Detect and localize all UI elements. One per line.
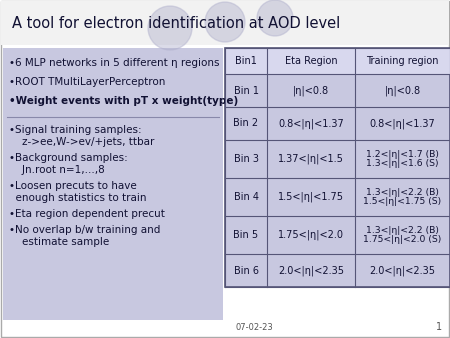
Text: Bin 6: Bin 6 — [234, 266, 258, 275]
Text: Bin 4: Bin 4 — [234, 192, 258, 202]
Text: Bin 1: Bin 1 — [234, 86, 258, 96]
Circle shape — [257, 0, 293, 36]
Text: enough statistics to train: enough statistics to train — [9, 193, 147, 203]
Text: |η|<0.8: |η|<0.8 — [293, 85, 329, 96]
Text: •Loosen precuts to have: •Loosen precuts to have — [9, 181, 137, 191]
Text: 1.5<|η|<1.75: 1.5<|η|<1.75 — [278, 192, 344, 202]
Text: Bin 3: Bin 3 — [234, 154, 258, 164]
Text: •Weight events with pT x weight(type): •Weight events with pT x weight(type) — [9, 96, 238, 106]
Text: z->ee,W->ev/+jets, ttbar: z->ee,W->ev/+jets, ttbar — [9, 137, 154, 147]
Text: 2.0<|η|<2.35: 2.0<|η|<2.35 — [278, 265, 344, 276]
Text: 1.5<|η|<1.75 (S): 1.5<|η|<1.75 (S) — [364, 197, 441, 206]
Text: 1.2<|η|<1.7 (B): 1.2<|η|<1.7 (B) — [366, 150, 439, 159]
Text: Bin 5: Bin 5 — [234, 230, 259, 240]
Text: 1.37<|η|<1.5: 1.37<|η|<1.5 — [278, 154, 344, 164]
Text: •No overlap b/w training and: •No overlap b/w training and — [9, 225, 160, 235]
Text: •ROOT TMultiLayerPerceptron: •ROOT TMultiLayerPerceptron — [9, 77, 166, 87]
Text: •Eta region dependent precut: •Eta region dependent precut — [9, 209, 165, 219]
Text: 07-02-23: 07-02-23 — [235, 323, 273, 332]
Text: 0.8<|η|<1.37: 0.8<|η|<1.37 — [278, 118, 344, 129]
Text: A tool for electron identification at AOD level: A tool for electron identification at AO… — [12, 17, 340, 31]
Text: Bin1: Bin1 — [235, 56, 257, 66]
Text: 1: 1 — [436, 322, 442, 332]
Text: 2.0<|η|<2.35: 2.0<|η|<2.35 — [369, 265, 436, 276]
Text: Eta Region: Eta Region — [285, 56, 338, 66]
Bar — [225, 48, 450, 287]
Circle shape — [148, 6, 192, 50]
Text: estimate sample: estimate sample — [9, 237, 109, 247]
Text: 1.3<|η|<2.2 (B): 1.3<|η|<2.2 (B) — [366, 188, 439, 197]
Text: 1.75<|η|<2.0 (S): 1.75<|η|<2.0 (S) — [364, 235, 441, 244]
Circle shape — [205, 2, 245, 42]
Text: •Signal training samples:: •Signal training samples: — [9, 125, 142, 135]
Text: 0.8<|η|<1.37: 0.8<|η|<1.37 — [369, 118, 436, 129]
Bar — [3, 48, 223, 320]
Bar — [3, 320, 223, 336]
Text: Bin 2: Bin 2 — [234, 119, 259, 128]
Bar — [225, 48, 450, 74]
Text: 1.3<|η|<2.2 (B): 1.3<|η|<2.2 (B) — [366, 226, 439, 235]
Text: 1.3<|η|<1.6 (S): 1.3<|η|<1.6 (S) — [366, 159, 439, 168]
Text: •Background samples:: •Background samples: — [9, 153, 128, 163]
Text: |η|<0.8: |η|<0.8 — [384, 85, 421, 96]
Text: 1.75<|η|<2.0: 1.75<|η|<2.0 — [278, 230, 344, 240]
Text: •6 MLP networks in 5 different η regions: •6 MLP networks in 5 different η regions — [9, 58, 220, 68]
Text: Training region: Training region — [366, 56, 439, 66]
Text: Jn.root n=1,...,8: Jn.root n=1,...,8 — [9, 165, 105, 175]
Bar — [1, 1, 449, 45]
